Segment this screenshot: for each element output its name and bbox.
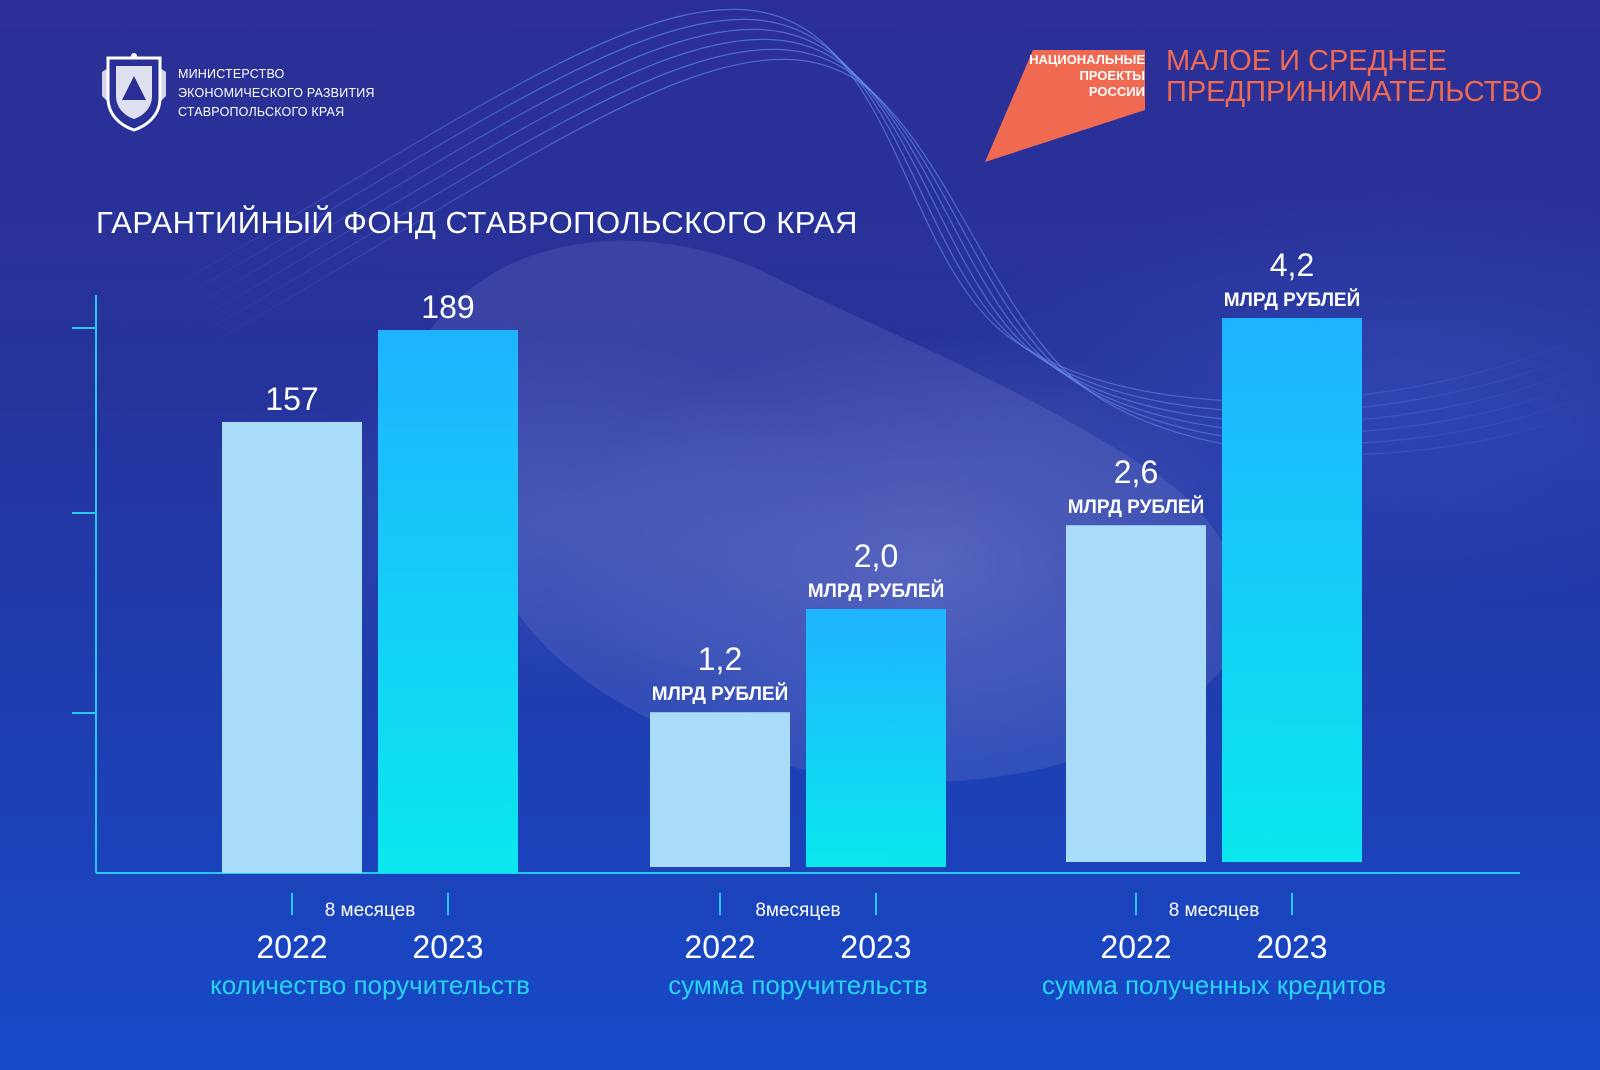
period-label: 8 месяцев	[1169, 900, 1260, 921]
data-label: 1,2	[698, 641, 742, 677]
bar	[1222, 318, 1362, 862]
category-label: сумма поручительств	[668, 970, 928, 1000]
ministry-line: СТАВРОПОЛЬСКОГО КРАЯ	[178, 104, 345, 119]
period-label: 8 месяцев	[325, 900, 416, 921]
unit-label: МЛРД РУБЛЕЙ	[652, 683, 789, 705]
national-projects-line: ПРОЕКТЫ	[1079, 68, 1145, 83]
bar	[806, 609, 946, 867]
program-line: МАЛОЕ И СРЕДНЕЕ	[1166, 45, 1447, 77]
ministry-name: МИНИСТЕРСТВО ЭКОНОМИЧЕСКОГО РАЗВИТИЯ СТА…	[178, 65, 375, 122]
x-tick-label: 2022	[684, 929, 755, 965]
category-label: сумма полученных кредитов	[1042, 970, 1386, 1000]
x-tick-label: 2023	[1256, 929, 1327, 965]
national-projects-line: НАЦИОНАЛЬНЫЕ	[1029, 52, 1145, 67]
data-label: 2,6	[1114, 454, 1158, 490]
bar	[378, 330, 518, 873]
data-label: 2,0	[854, 538, 898, 574]
x-tick-label: 2023	[412, 929, 483, 965]
program-line: ПРЕДПРИНИМАТЕЛЬСТВО	[1166, 76, 1543, 108]
data-label: 189	[421, 289, 474, 325]
ministry-header: МИНИСТЕРСТВО ЭКОНОМИЧЕСКОГО РАЗВИТИЯ СТА…	[100, 52, 375, 134]
bar	[650, 712, 790, 867]
chart-title: ГАРАНТИЙНЫЙ ФОНД СТАВРОПОЛЬСКОГО КРАЯ	[96, 205, 858, 240]
bar	[1066, 525, 1206, 862]
data-label: 157	[265, 381, 318, 417]
data-label: 4,2	[1270, 247, 1314, 283]
unit-label: МЛРД РУБЛЕЙ	[808, 580, 945, 602]
category-label: количество поручительств	[210, 970, 530, 1000]
bar	[222, 421, 362, 873]
program-name: МАЛОЕ И СРЕДНЕЕ ПРЕДПРИНИМАТЕЛЬСТВО	[1166, 46, 1542, 108]
period-label: 8месяцев	[755, 900, 840, 921]
national-projects-logo-icon	[985, 50, 1145, 162]
x-tick-label: 2022	[256, 929, 327, 965]
x-tick-label: 2022	[1100, 929, 1171, 965]
unit-label: МЛРД РУБЛЕЙ	[1224, 289, 1361, 311]
x-tick-label: 2023	[840, 929, 911, 965]
unit-label: МЛРД РУБЛЕЙ	[1068, 496, 1205, 518]
ministry-line: ЭКОНОМИЧЕСКОГО РАЗВИТИЯ	[178, 85, 375, 100]
ministry-line: МИНИСТЕРСТВО	[178, 66, 285, 81]
national-projects-text: НАЦИОНАЛЬНЫЕ ПРОЕКТЫ РОССИИ	[1015, 52, 1145, 100]
coat-of-arms-icon	[102, 53, 166, 132]
national-projects-line: РОССИИ	[1088, 84, 1145, 99]
